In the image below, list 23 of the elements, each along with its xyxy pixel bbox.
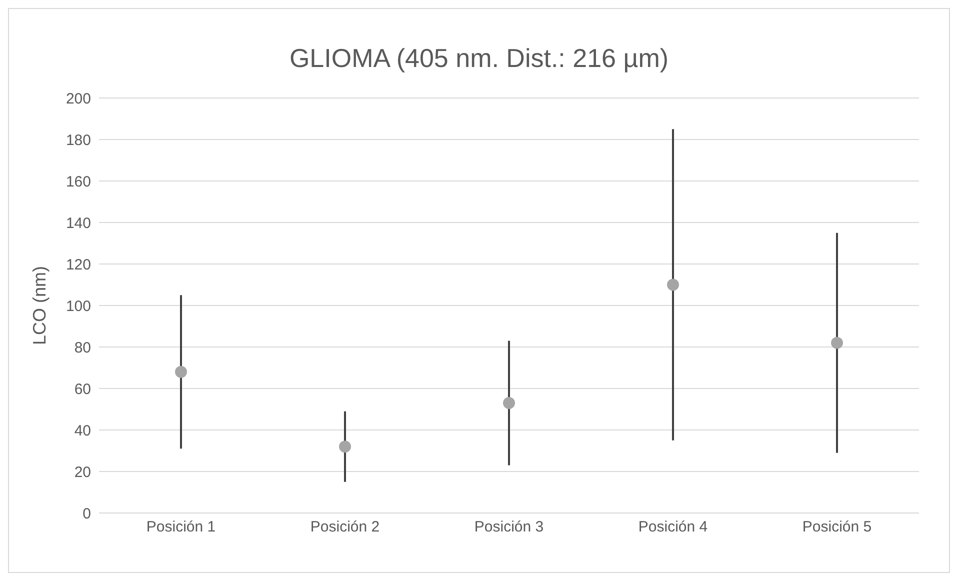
x-tick-label: Posición 1 bbox=[146, 518, 216, 536]
chart-title: GLIOMA (405 nm. Dist.: 216 µm) bbox=[288, 42, 670, 75]
y-tick-label: 80 bbox=[74, 339, 91, 356]
y-tick-label: 60 bbox=[74, 380, 91, 398]
y-axis-title: LCO (nm) bbox=[29, 266, 50, 346]
y-tick-label: 0 bbox=[82, 505, 91, 522]
y-tick-label: 180 bbox=[66, 132, 91, 149]
point bbox=[175, 366, 187, 378]
point bbox=[339, 440, 351, 453]
y-tick-label: 200 bbox=[66, 90, 91, 108]
x-tick-label: Posición 2 bbox=[310, 518, 380, 536]
y-tick-label: 160 bbox=[66, 173, 91, 190]
y-tick-label: 100 bbox=[66, 298, 91, 315]
point bbox=[503, 397, 515, 410]
point bbox=[667, 278, 679, 291]
y-tick-label: 40 bbox=[74, 422, 91, 440]
x-tick-label: Posición 5 bbox=[802, 518, 872, 536]
x-tick-label: Posición 4 bbox=[638, 518, 708, 536]
y-tick-label: 140 bbox=[66, 214, 91, 232]
y-tick-label: 120 bbox=[66, 256, 91, 274]
y-tick-label: 20 bbox=[74, 464, 91, 481]
point bbox=[831, 336, 843, 349]
x-tick-label: Posición 3 bbox=[474, 518, 544, 536]
